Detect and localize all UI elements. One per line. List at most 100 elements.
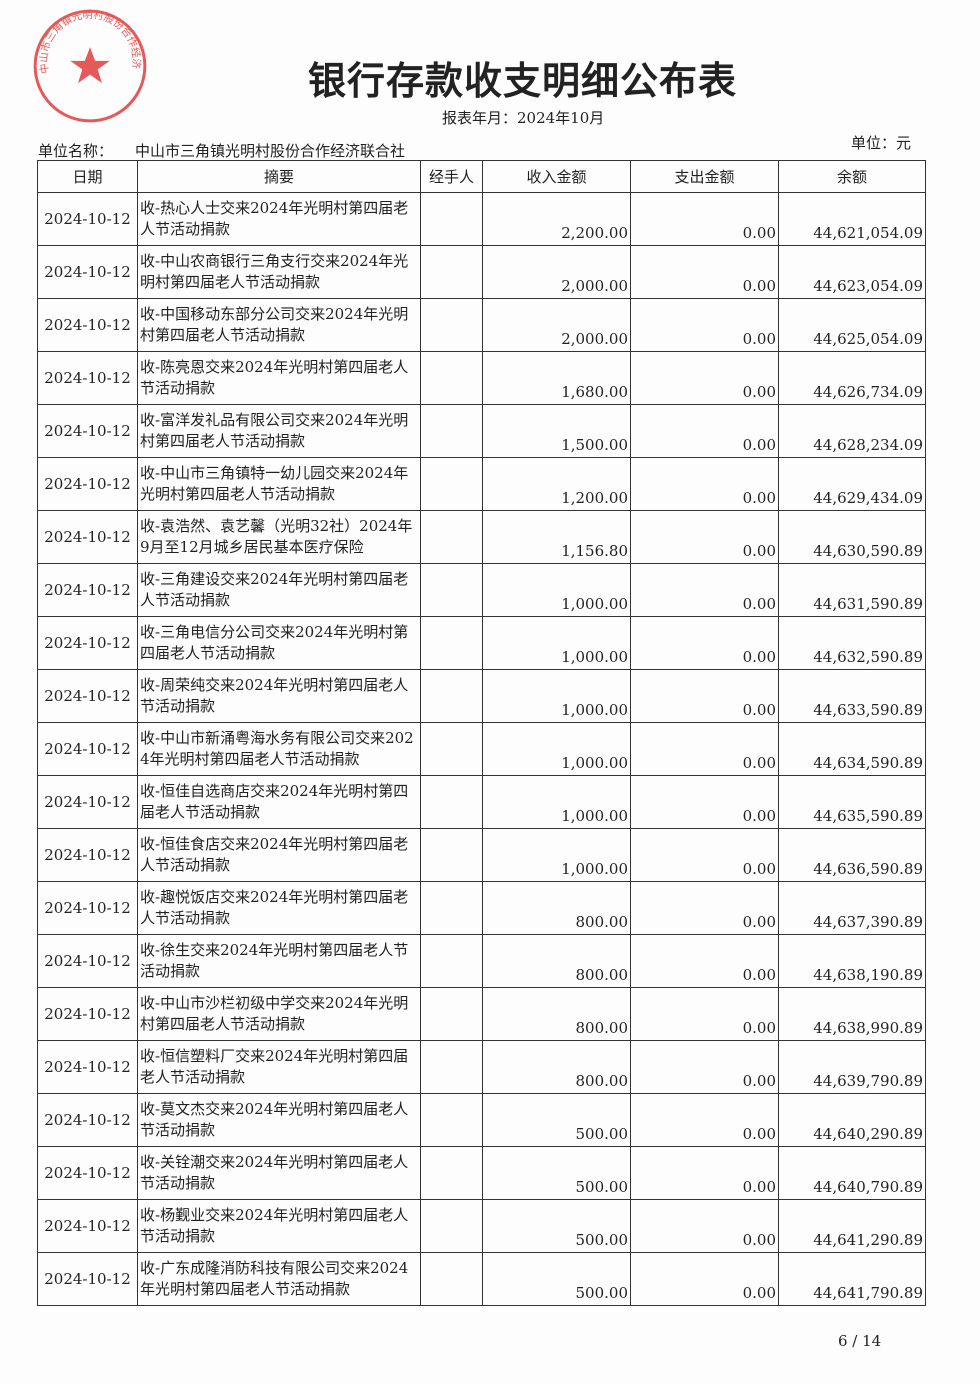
cell-summary: 收-恒佳自选商店交来2024年光明村第四届老人节活动捐款 [137,775,421,829]
header-date: 日期 [37,160,138,193]
header-summary: 摘要 [137,160,421,193]
cell-balance: 44,641,290.89 [778,1199,926,1253]
cell-income: 1,000.00 [482,722,631,776]
cell-date: 2024-10-12 [37,563,138,617]
cell-expense: 0.00 [630,934,779,988]
cell-handler [420,775,483,829]
cell-date: 2024-10-12 [37,987,138,1041]
cell-handler [420,934,483,988]
cell-balance: 44,629,434.09 [778,457,926,511]
cell-income: 1,000.00 [482,616,631,670]
cell-summary: 收-中山市沙栏初级中学交来2024年光明村第四届老人节活动捐款 [137,987,421,1041]
cell-expense: 0.00 [630,457,779,511]
cell-handler [420,192,483,246]
cell-handler [420,669,483,723]
cell-balance: 44,632,590.89 [778,616,926,670]
cell-balance: 44,637,390.89 [778,881,926,935]
cell-balance: 44,621,054.09 [778,192,926,246]
cell-balance: 44,623,054.09 [778,245,926,299]
cell-income: 1,680.00 [482,351,631,405]
cell-expense: 0.00 [630,1199,779,1253]
cell-expense: 0.00 [630,1146,779,1200]
cell-handler [420,563,483,617]
cell-summary: 收-恒信塑料厂交来2024年光明村第四届老人节活动捐款 [137,1040,421,1094]
cell-summary: 收-热心人士交来2024年光明村第四届老人节活动捐款 [137,192,421,246]
table-row: 2024-10-12 收-中山市沙栏初级中学交来2024年光明村第四届老人节活动捐… [37,987,926,1041]
cell-income: 500.00 [482,1199,631,1253]
cell-income: 1,000.00 [482,563,631,617]
header-income: 收入金额 [482,160,631,193]
cell-balance: 44,628,234.09 [778,404,926,458]
cell-handler [420,298,483,352]
cell-summary: 收-中山农商银行三角支行交来2024年光明村第四届老人节活动捐款 [137,245,421,299]
cell-handler [420,1252,483,1306]
cell-summary: 收-三角电信分公司交来2024年光明村第四届老人节活动捐款 [137,616,421,670]
table-row: 2024-10-12 收-三角电信分公司交来2024年光明村第四届老人节活动捐款 1… [37,616,926,670]
table-row: 2024-10-12 收-趣悦饭店交来2024年光明村第四届老人节活动捐款 800.… [37,881,926,935]
cell-summary: 收-中山市三角镇特一幼儿园交来2024年光明村第四届老人节活动捐款 [137,457,421,511]
cell-handler [420,1199,483,1253]
table-row: 2024-10-12 收-富洋发礼品有限公司交来2024年光明村第四届老人节活动捐… [37,404,926,458]
cell-summary: 收-中国移动东部分公司交来2024年光明村第四届老人节活动捐款 [137,298,421,352]
cell-date: 2024-10-12 [37,1040,138,1094]
cell-handler [420,616,483,670]
table-row: 2024-10-12 收-袁浩然、袁艺馨（光明32社）2024年9月至12月城乡居… [37,510,926,564]
cell-date: 2024-10-12 [37,351,138,405]
cell-summary: 收-趣悦饭店交来2024年光明村第四届老人节活动捐款 [137,881,421,935]
cell-date: 2024-10-12 [37,510,138,564]
cell-income: 500.00 [482,1146,631,1200]
cell-income: 800.00 [482,1040,631,1094]
cell-income: 500.00 [482,1093,631,1147]
header-handler: 经手人 [420,160,483,193]
cell-income: 500.00 [482,1252,631,1306]
cell-expense: 0.00 [630,1252,779,1306]
cell-income: 800.00 [482,934,631,988]
header-expense: 支出金额 [630,160,779,193]
table-row: 2024-10-12 收-热心人士交来2024年光明村第四届老人节活动捐款 2,20… [37,192,926,246]
table-row: 2024-10-12 收-陈亮恩交来2024年光明村第四届老人节活动捐款 1,680… [37,351,926,405]
cell-summary: 收-恒佳食店交来2024年光明村第四届老人节活动捐款 [137,828,421,882]
table-row: 2024-10-12 收-中山市三角镇特一幼儿园交来2024年光明村第四届老人节活… [37,457,926,511]
cell-balance: 44,631,590.89 [778,563,926,617]
table-row: 2024-10-12 收-徐生交来2024年光明村第四届老人节活动捐款 800.00… [37,934,926,988]
table-header: 日期 摘要 经手人 收入金额 支出金额 余额 [37,160,926,193]
cell-summary: 收-中山市新涌粤海水务有限公司交来2024年光明村第四届老人节活动捐款 [137,722,421,776]
cell-summary: 收-陈亮恩交来2024年光明村第四届老人节活动捐款 [137,351,421,405]
cell-income: 1,200.00 [482,457,631,511]
cell-income: 1,000.00 [482,775,631,829]
cell-summary: 收-徐生交来2024年光明村第四届老人节活动捐款 [137,934,421,988]
cell-expense: 0.00 [630,404,779,458]
cell-summary: 收-莫文杰交来2024年光明村第四届老人节活动捐款 [137,1093,421,1147]
cell-expense: 0.00 [630,563,779,617]
cell-handler [420,510,483,564]
official-seal: 中山市三角镇光明村股份合作经济联合社 [30,6,147,123]
unit-name: 中山市三角镇光明村股份合作经济联合社 [135,142,406,160]
cell-balance: 44,633,590.89 [778,669,926,723]
table-row: 2024-10-12 收-周荣纯交来2024年光明村第四届老人节活动捐款 1,000… [37,669,926,723]
cell-income: 2,000.00 [482,298,631,352]
cell-date: 2024-10-12 [37,881,138,935]
table-row: 2024-10-12 收-中国移动东部分公司交来2024年光明村第四届老人节活动捐… [37,298,926,352]
cell-expense: 0.00 [630,669,779,723]
transactions-table: 日期 摘要 经手人 收入金额 支出金额 余额 2024-10-12 收-热心人士交… [37,160,926,1306]
cell-expense: 0.00 [630,722,779,776]
cell-date: 2024-10-12 [37,1252,138,1306]
cell-expense: 0.00 [630,775,779,829]
unit-name-label: 单位名称： [38,142,114,160]
cell-summary: 收-袁浩然、袁艺馨（光明32社）2024年9月至12月城乡居民基本医疗保险 [137,510,421,564]
cell-income: 800.00 [482,987,631,1041]
cell-handler [420,351,483,405]
cell-date: 2024-10-12 [37,457,138,511]
cell-expense: 0.00 [630,987,779,1041]
cell-balance: 44,638,190.89 [778,934,926,988]
cell-date: 2024-10-12 [37,1093,138,1147]
cell-date: 2024-10-12 [37,192,138,246]
cell-handler [420,881,483,935]
cell-handler [420,1093,483,1147]
cell-balance: 44,630,590.89 [778,510,926,564]
cell-handler [420,722,483,776]
table-row: 2024-10-12 收-恒信塑料厂交来2024年光明村第四届老人节活动捐款 800… [37,1040,926,1094]
cell-balance: 44,639,790.89 [778,1040,926,1094]
cell-date: 2024-10-12 [37,298,138,352]
